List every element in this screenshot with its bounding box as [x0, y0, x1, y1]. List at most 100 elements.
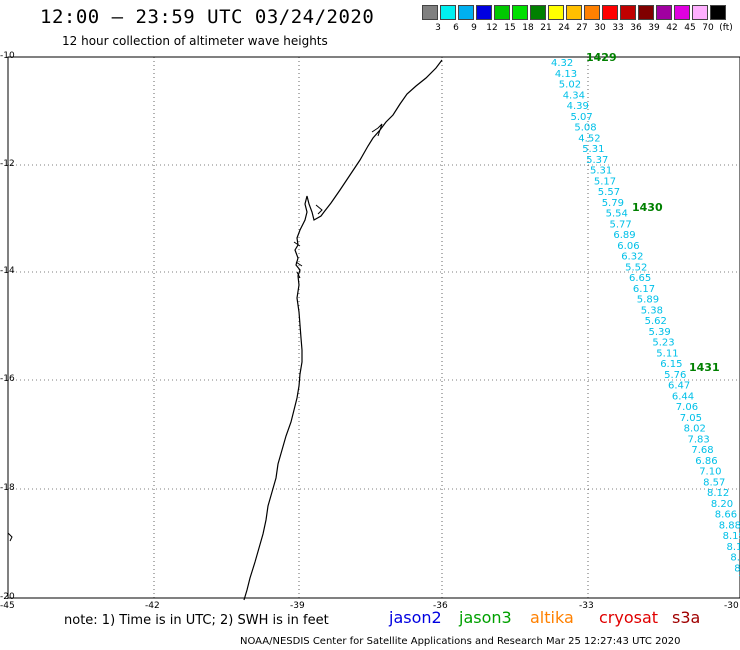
wave-height-value: 4.13	[555, 69, 577, 80]
map-frame	[7, 56, 740, 599]
wave-height-value: 4.34	[563, 90, 585, 101]
scale-label: 3	[435, 23, 441, 33]
scale-swatch	[584, 5, 600, 20]
scale-label: 24	[558, 23, 570, 33]
latitude-label: -18	[0, 483, 15, 493]
wave-height-value: 6.44	[672, 391, 694, 402]
wave-height-value: 5.07	[571, 112, 593, 123]
latitude-label: -16	[0, 374, 15, 384]
scale-label: 45	[684, 23, 696, 33]
island-marker	[7, 532, 13, 542]
scale-swatch	[620, 5, 636, 20]
wave-height-value: 6.47	[668, 381, 690, 392]
scale-label: 21	[540, 23, 552, 33]
wave-height-value: 8.12	[707, 488, 729, 499]
scale-label: 39	[648, 23, 660, 33]
map-grid	[8, 57, 740, 598]
wave-height-value: 6.32	[621, 252, 643, 263]
track-time-label: 1431	[689, 361, 720, 374]
wave-height-value: 8.15	[727, 542, 740, 553]
coastline-inlet	[371, 123, 383, 137]
wave-height-value: 5.31	[582, 144, 604, 155]
scale-label: 12	[486, 23, 498, 33]
latitude-label: -12	[0, 159, 15, 169]
wave-height-value: 5.11	[656, 348, 678, 359]
satellite-legend-s3a: s3a	[672, 608, 701, 627]
wave-height-value: 5.02	[559, 80, 581, 91]
wave-height-value: 5.62	[645, 316, 667, 327]
scale-swatch	[512, 5, 528, 20]
wave-height-value: 4.52	[578, 133, 600, 144]
scale-swatch	[494, 5, 510, 20]
wave-height-value: 6.86	[695, 456, 717, 467]
wave-height-value: 5.38	[641, 305, 663, 316]
scale-label: 42	[666, 23, 678, 33]
wave-height-value: 5.76	[664, 370, 686, 381]
page-title: 12:00 – 23:59 UTC 03/24/2020	[40, 6, 375, 28]
coastline	[243, 59, 443, 601]
scale-swatch	[638, 5, 654, 20]
footer-note: note: 1) Time is in UTC; 2) SWH is in fe…	[64, 613, 329, 628]
page-subtitle: 12 hour collection of altimeter wave hei…	[62, 34, 328, 48]
wave-height-value: 5.39	[649, 327, 671, 338]
scale-label: 70	[702, 23, 714, 33]
latitude-label: -14	[0, 266, 15, 276]
scale-swatch	[440, 5, 456, 20]
wave-height-value: 6.15	[660, 359, 682, 370]
wave-height-value: 7.06	[676, 402, 698, 413]
longitude-label: -42	[145, 601, 160, 611]
wave-height-value: 5.54	[606, 209, 628, 220]
scale-swatch	[566, 5, 582, 20]
longitude-label: -33	[579, 601, 594, 611]
scale-swatch	[548, 5, 564, 20]
wave-height-value: 8.	[734, 563, 740, 574]
wave-height-value: 7.10	[699, 467, 721, 478]
wave-height-value: 7.	[738, 574, 740, 585]
wave-height-value: 6.06	[617, 241, 639, 252]
longitude-label: -30	[724, 601, 739, 611]
wave-height-value: 7.05	[680, 413, 702, 424]
scale-label: (ft)	[719, 23, 733, 33]
wave-height-value: 5.31	[590, 166, 612, 177]
satellite-legend-cryosat: cryosat	[599, 608, 659, 627]
satellite-legend-jason2: jason2	[389, 608, 442, 627]
wave-height-value: 5.57	[598, 187, 620, 198]
wave-height-value: 5.23	[652, 338, 674, 349]
wave-height-value: 6.89	[613, 230, 635, 241]
wave-height-value: 8.19	[723, 531, 740, 542]
latitude-label: -10	[0, 51, 15, 61]
scale-label: 15	[504, 23, 516, 33]
scale-swatch	[656, 5, 672, 20]
longitude-label: -39	[290, 601, 305, 611]
scale-label: 30	[594, 23, 606, 33]
scale-swatch	[710, 5, 726, 20]
scale-label: 6	[453, 23, 459, 33]
wave-height-value: 5.89	[637, 295, 659, 306]
wave-height-value: 4.32	[551, 58, 573, 69]
altimeter-track: 4.324.135.024.344.395.075.084.525.315.37…	[551, 51, 740, 585]
scale-swatch	[602, 5, 618, 20]
wave-height-value: 8.02	[684, 424, 706, 435]
wave-height-value: 6.17	[633, 284, 655, 295]
wave-height-value: 7.68	[691, 445, 713, 456]
scale-swatch	[458, 5, 474, 20]
longitude-label: -36	[433, 601, 448, 611]
longitude-label: -45	[0, 601, 15, 611]
wave-height-value: 5.79	[602, 198, 624, 209]
wave-height-value: 8.88	[719, 520, 740, 531]
wave-height-value: 5.77	[610, 219, 632, 230]
wave-height-value: 6.65	[629, 273, 651, 284]
wave-height-value: 7.83	[688, 434, 710, 445]
latitude-label: -20	[0, 592, 15, 602]
wave-height-value: 5.17	[594, 176, 616, 187]
scale-label: 18	[522, 23, 534, 33]
wave-height-value: 8.57	[703, 477, 725, 488]
satellite-legend-altika: altika	[530, 608, 574, 627]
satellite-legend-jason3: jason3	[459, 608, 512, 627]
scale-swatch	[530, 5, 546, 20]
wave-height-value: 8.1	[730, 553, 740, 564]
scale-swatch	[476, 5, 492, 20]
wave-height-value: 5.08	[574, 123, 596, 134]
wave-height-value: 8.66	[715, 510, 737, 521]
